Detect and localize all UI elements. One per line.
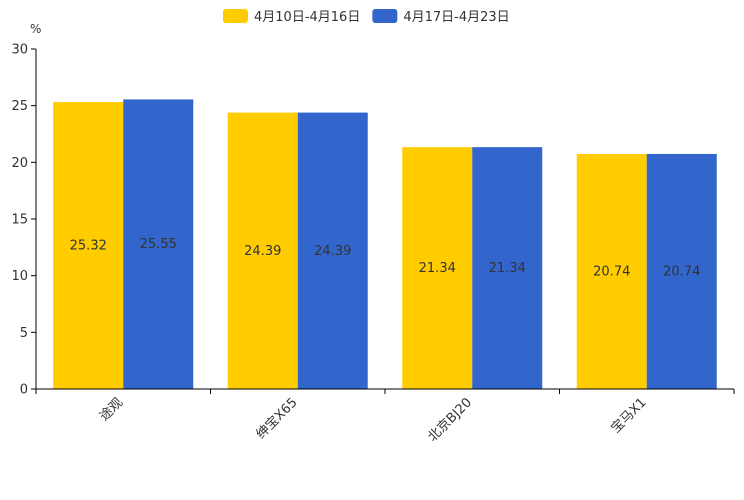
bar-value-label: 25.32 (70, 239, 107, 254)
bar-value-label: 20.74 (663, 264, 700, 279)
bars (53, 99, 717, 389)
bar (402, 147, 473, 389)
bar-value-label: 21.34 (489, 261, 526, 276)
legend-label: 4月17日-4月23日 (403, 10, 509, 25)
x-tick-label: 途观 (96, 395, 126, 425)
y-tick-label: 10 (11, 269, 28, 284)
x-axis: 途观 绅宝X65 北京BJ20 宝马X1 (35, 388, 735, 445)
bar-value-label: 20.74 (593, 264, 630, 279)
y-tick-label: 25 (11, 99, 28, 114)
legend: 4月10日-4月16日 4月17日-4月23日 (223, 9, 510, 25)
bar-value-label: 24.39 (314, 244, 351, 259)
bar (53, 102, 124, 389)
bar-value-label: 24.39 (244, 244, 281, 259)
legend-label: 4月10日-4月16日 (254, 10, 360, 25)
y-tick-label: 5 (20, 326, 28, 341)
legend-swatch (223, 9, 248, 23)
bar (576, 153, 647, 389)
y-tick-label: 0 (20, 383, 28, 398)
y-tick-label: 30 (11, 43, 28, 58)
y-axis-unit: % (30, 22, 41, 36)
data-labels: 25.32 24.39 21.34 20.74 25.55 24.39 21.34 20.74 (70, 237, 701, 279)
bar-value-label: 21.34 (419, 261, 456, 276)
bar (646, 153, 717, 389)
y-tick-label: 20 (11, 156, 28, 171)
x-tick-label: 绅宝X65 (254, 395, 301, 442)
bar (227, 112, 298, 389)
bar-value-label: 25.55 (140, 237, 177, 252)
bar (297, 112, 368, 389)
legend-swatch (372, 9, 398, 23)
bar (472, 147, 543, 389)
bar (123, 99, 194, 389)
x-tick-label: 北京BJ20 (425, 395, 475, 445)
y-axis: 0 5 10 15 20 25 30 (11, 43, 37, 398)
x-tick-label: 宝马X1 (608, 395, 649, 436)
y-tick-label: 15 (11, 213, 28, 228)
